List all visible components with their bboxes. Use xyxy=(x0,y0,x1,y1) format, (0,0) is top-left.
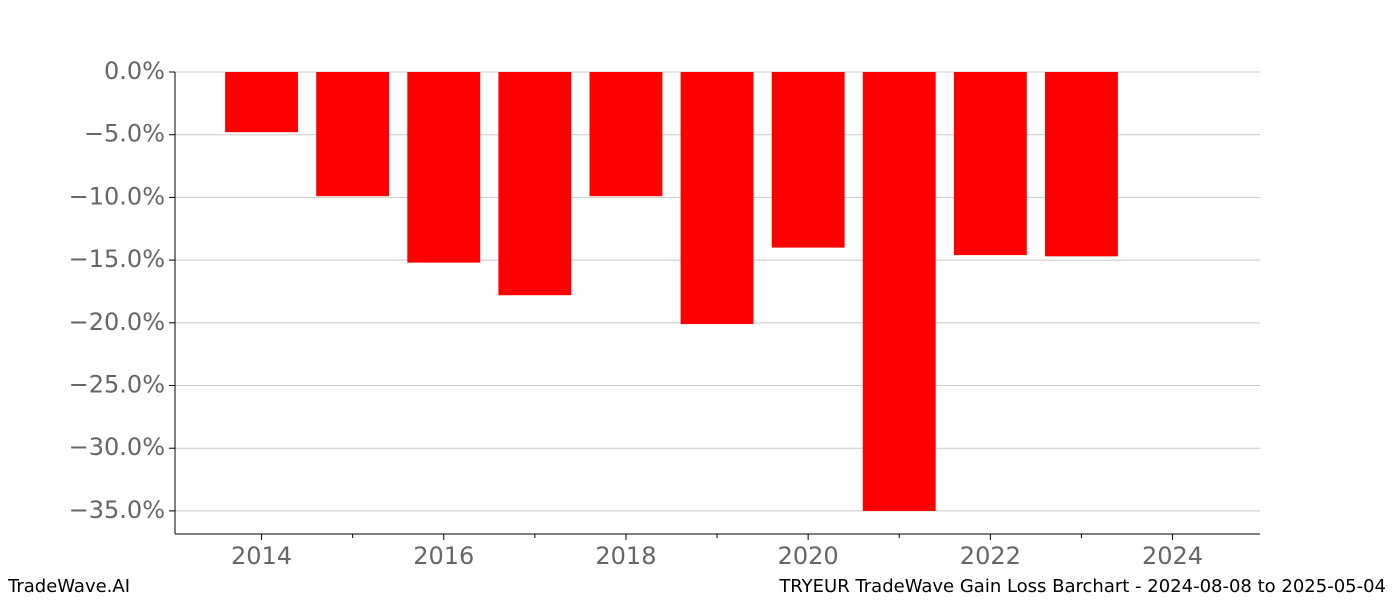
bar xyxy=(862,72,936,511)
x-tick-label: 2024 xyxy=(1142,542,1203,570)
x-tick-label: 2022 xyxy=(960,542,1021,570)
bar xyxy=(316,72,390,197)
y-tick-label: −20.0% xyxy=(69,308,165,336)
footer-right: TRYEUR TradeWave Gain Loss Barchart - 20… xyxy=(778,576,1386,597)
y-tick-label: −30.0% xyxy=(69,433,165,461)
y-tick-label: −15.0% xyxy=(69,245,165,273)
bar xyxy=(498,72,572,296)
bar xyxy=(1045,72,1118,257)
x-tick-label: 2020 xyxy=(778,542,839,570)
bar xyxy=(680,72,754,325)
footer-left: TradeWave.AI xyxy=(7,576,130,597)
bar xyxy=(225,72,298,133)
y-tick-label: −35.0% xyxy=(69,496,165,524)
bar xyxy=(589,72,663,197)
y-tick-label: −25.0% xyxy=(69,371,165,399)
bar xyxy=(771,72,845,248)
y-tick-label: −10.0% xyxy=(69,182,165,210)
bar xyxy=(953,72,1027,256)
y-tick-label: 0.0% xyxy=(104,57,165,85)
x-tick-label: 2014 xyxy=(231,542,292,570)
bar xyxy=(407,72,481,263)
x-tick-label: 2016 xyxy=(413,542,474,570)
y-tick-label: −5.0% xyxy=(84,120,165,148)
x-tick-label: 2018 xyxy=(595,542,656,570)
